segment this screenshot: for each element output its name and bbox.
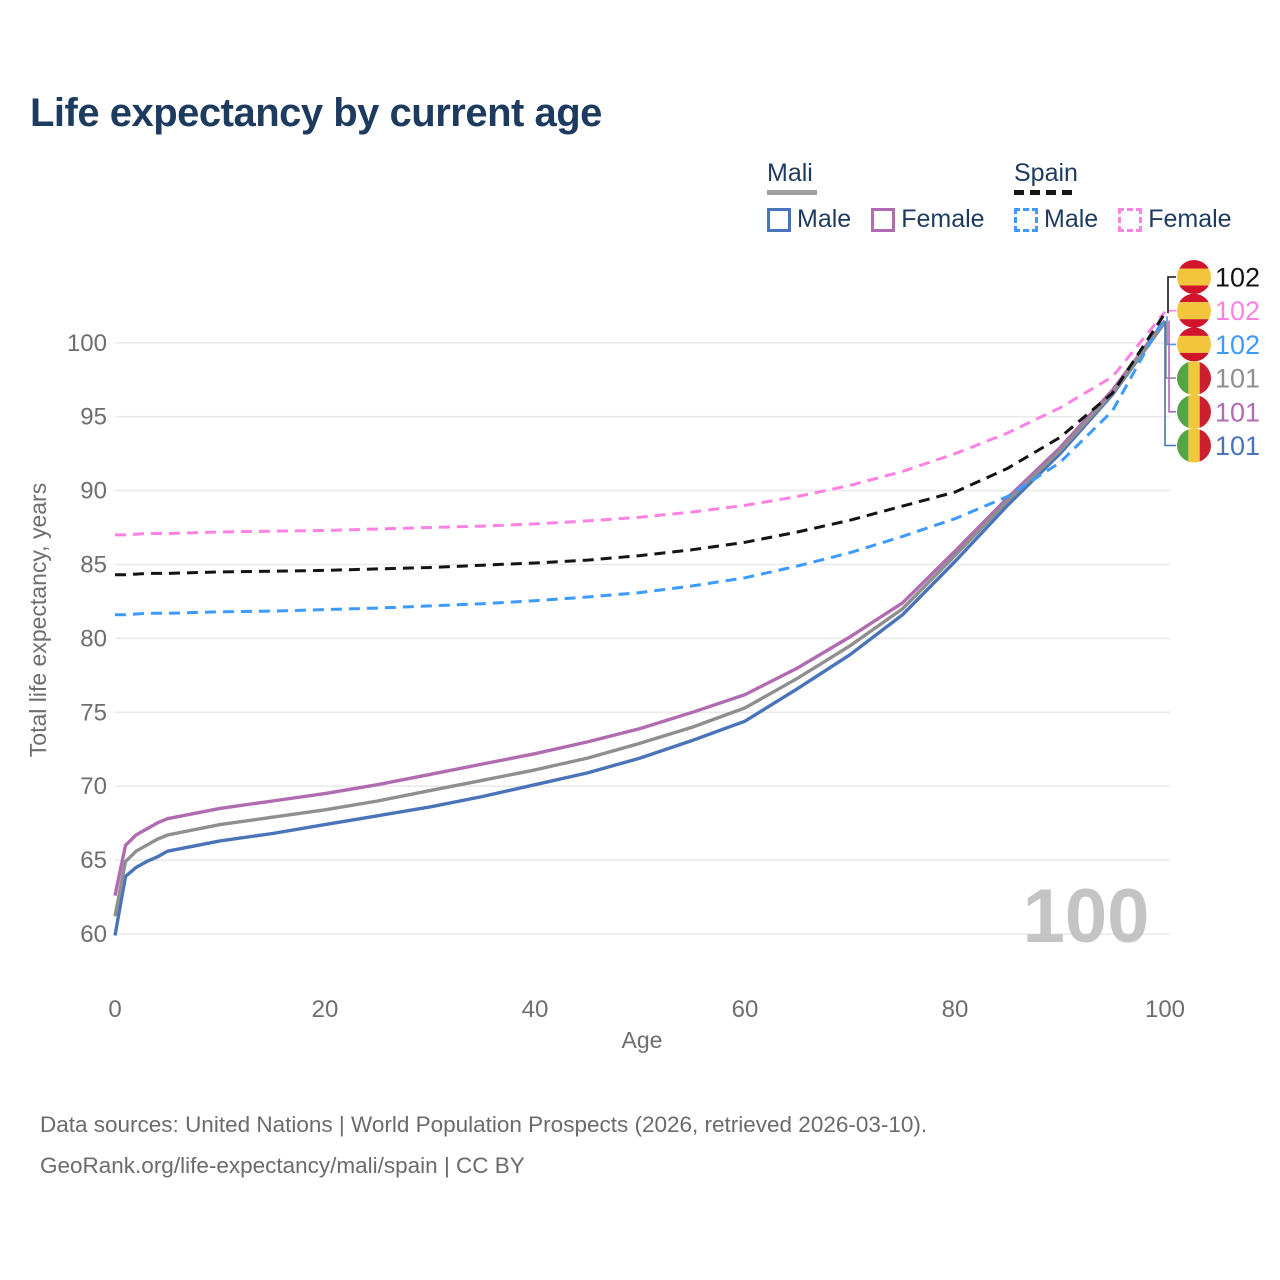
end-label-leader-spain-both	[1167, 276, 1176, 314]
x-tick-40: 40	[522, 996, 549, 1023]
series-line-spain-male[interactable]	[115, 315, 1167, 617]
legend-row-mali: Male Female	[767, 205, 1005, 234]
end-label-value-mali-female: 101	[1215, 397, 1260, 427]
y-tick-95: 95	[80, 404, 107, 431]
x-tick-80: 80	[942, 996, 969, 1023]
legend-swatch-spain-male[interactable]	[1014, 207, 1038, 232]
series-line-spain-female[interactable]	[115, 310, 1167, 537]
source-line-2: GeoRank.org/life-expectancy/mali/spain |…	[40, 1153, 525, 1178]
hover-age-watermark: 100	[1023, 874, 1150, 959]
legend-group-spain: Spain Male Female	[1014, 160, 1252, 234]
legend-swatch-mali-female[interactable]	[871, 207, 896, 232]
y-tick-100: 100	[67, 330, 107, 357]
source-note: Data sources: United Nations | World Pop…	[40, 1104, 927, 1186]
y-tick-90: 90	[80, 478, 107, 505]
mali-flag-icon	[1177, 394, 1211, 429]
series-lines	[113, 310, 1167, 936]
page-title: Life expectancy by current age	[30, 91, 602, 135]
legend-spain-label[interactable]: Spain	[1014, 159, 1078, 187]
x-tick-100: 100	[1145, 996, 1185, 1023]
y-axis-title: Total life expectancy, years	[25, 483, 51, 757]
legend-mali-label[interactable]: Mali	[767, 159, 813, 187]
legend-label-spain-male[interactable]: Male	[1044, 205, 1099, 234]
y-tick-80: 80	[80, 625, 107, 652]
legend-swatch-spain-female[interactable]	[1118, 207, 1143, 232]
legend-group-mali: Mali Male Female	[767, 160, 1005, 234]
end-label-leader-mali-female	[1168, 320, 1176, 413]
x-axis-title: Age	[622, 1027, 663, 1053]
source-line-1: Data sources: United Nations | World Pop…	[40, 1112, 928, 1137]
series-line-mali-both[interactable]	[113, 320, 1167, 917]
y-tick-70: 70	[80, 773, 107, 800]
x-tick-20: 20	[312, 996, 339, 1023]
end-label-value-mali-male: 101	[1215, 431, 1260, 461]
mali-solid-line-swatch	[767, 190, 817, 196]
mali-flag-icon	[1177, 428, 1211, 463]
spain-flag-icon	[1177, 293, 1211, 328]
end-label-leader-spain-male	[1166, 316, 1176, 346]
end-label-leader-spain-female	[1169, 309, 1176, 312]
spain-flag-icon	[1177, 327, 1211, 362]
end-label-leader-mali-male	[1164, 322, 1176, 447]
series-line-mali-male[interactable]	[113, 321, 1167, 936]
legend-label-mali-male[interactable]: Male	[797, 205, 852, 234]
y-tick-85: 85	[80, 552, 107, 579]
series-line-mali-female[interactable]	[113, 319, 1167, 896]
spain-flag-icon	[1177, 260, 1211, 294]
x-tick-60: 60	[732, 996, 759, 1023]
spain-dashed-line-swatch	[1014, 190, 1072, 196]
y-tick-75: 75	[80, 699, 107, 726]
end-label-leader-mali-both	[1165, 321, 1176, 379]
legend-swatch-mali-male[interactable]	[767, 207, 791, 232]
legend-label-mali-female[interactable]: Female	[901, 205, 985, 234]
legend-row-spain: Male Female	[1014, 205, 1252, 234]
legend-label-spain-female[interactable]: Female	[1148, 205, 1232, 234]
end-label-value-spain-female: 102	[1215, 296, 1260, 326]
gridlines	[115, 341, 1170, 935]
mali-flag-icon	[1177, 361, 1211, 396]
x-tick-0: 0	[108, 996, 121, 1023]
end-label-value-mali-both: 101	[1215, 364, 1260, 394]
series-line-spain-both[interactable]	[115, 312, 1167, 577]
y-tick-65: 65	[80, 847, 107, 874]
y-tick-60: 60	[80, 921, 107, 948]
end-label-value-spain-male: 102	[1215, 330, 1260, 360]
end-label-value-spain-both: 102	[1215, 263, 1260, 293]
axis-ticks: 60 65 70 75 80 85 90 95 100 0 20 40 60 80 100	[67, 330, 1185, 1023]
